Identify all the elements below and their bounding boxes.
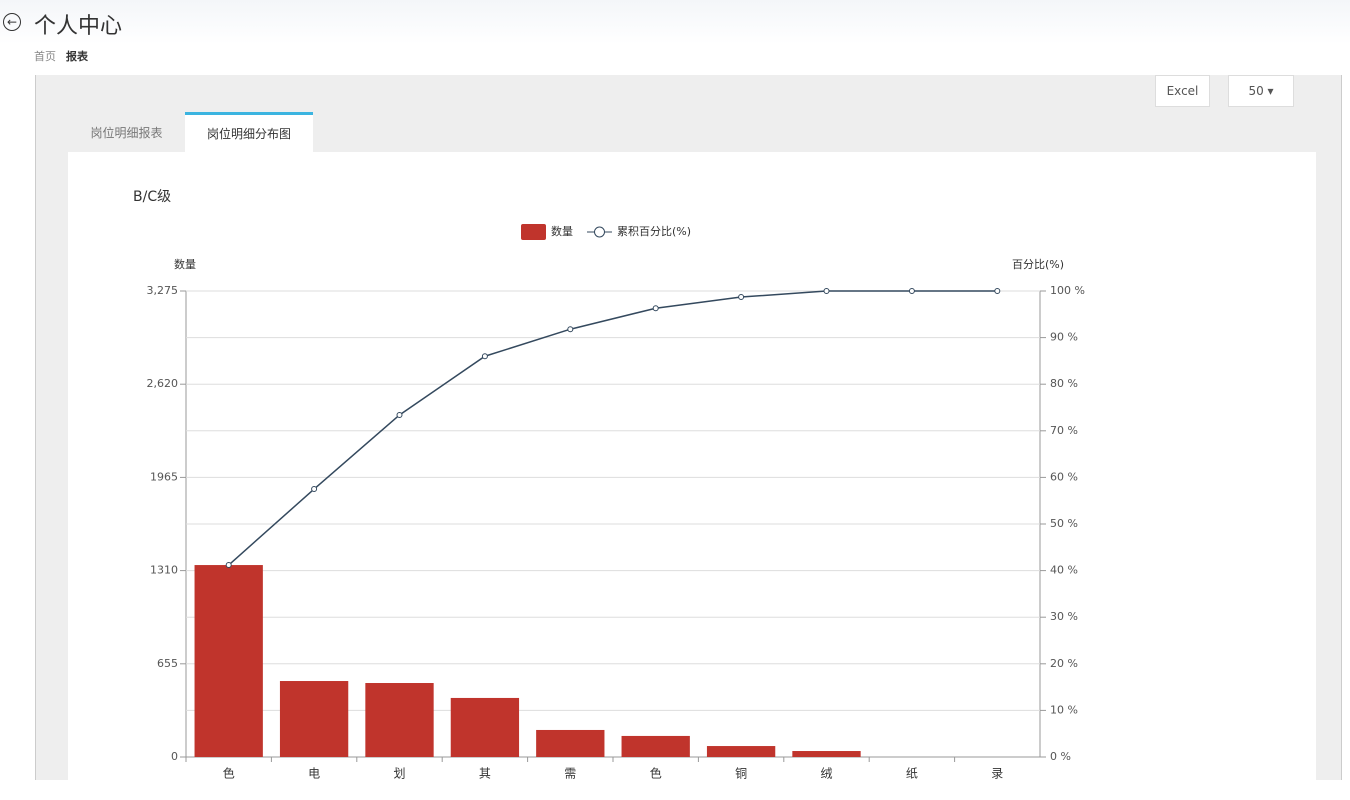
y2-tick-label: 100 % xyxy=(1050,284,1085,297)
legend-swatch xyxy=(521,224,546,240)
y2-tick-label: 20 % xyxy=(1050,657,1078,670)
y2-tick-label: 80 % xyxy=(1050,377,1078,390)
bar xyxy=(792,751,861,757)
tab-active[interactable]: 岗位明细分布图 xyxy=(185,112,313,153)
bar xyxy=(279,681,349,757)
line-marker xyxy=(567,326,574,333)
bar xyxy=(621,735,690,757)
line xyxy=(228,290,998,566)
page-size: 50 xyxy=(1248,84,1264,98)
export-button[interactable]: Excel xyxy=(1155,75,1210,107)
page-title: 个人中心 xyxy=(34,14,123,39)
y2-tick-label: 0 % xyxy=(1050,750,1071,763)
x-tick-label: 纸 xyxy=(906,767,918,781)
line-marker xyxy=(908,288,915,294)
bar xyxy=(365,683,434,757)
crumb: 报表 xyxy=(66,50,88,63)
y-tick-label: 1310 xyxy=(150,564,178,577)
tab[interactable]: 岗位明细报表 xyxy=(90,126,163,140)
x-tick-label: 铜 xyxy=(735,766,747,781)
x-tick-label: 电 xyxy=(308,767,320,781)
x-tick-label: 色 xyxy=(223,767,235,781)
crumb[interactable]: 首页 xyxy=(34,50,56,63)
y-tick-label: 1965 xyxy=(150,470,178,483)
legend-label: 累积百分比(%) xyxy=(617,225,691,238)
line-marker xyxy=(823,288,830,294)
legend-label: 数量 xyxy=(551,225,573,238)
x-tick-label: 色 xyxy=(650,767,662,781)
x-tick-label: 其 xyxy=(479,767,491,781)
chart-title: B/C级 xyxy=(133,189,171,205)
y-tick-label: 0 xyxy=(171,750,178,763)
x-tick-label: 划 xyxy=(393,767,405,781)
y2-tick-label: 50 % xyxy=(1050,517,1078,530)
line-marker xyxy=(652,305,659,312)
line-marker xyxy=(738,294,745,301)
line-marker xyxy=(225,562,232,569)
y-tick-label: 655 xyxy=(157,657,178,670)
x-tick-label: 录 xyxy=(991,767,1003,781)
y-tick-label: 3,275 xyxy=(147,284,179,297)
back-button[interactable]: ← xyxy=(3,13,21,31)
line-marker xyxy=(396,411,403,418)
bar xyxy=(194,565,263,757)
line-marker xyxy=(994,288,1001,294)
legend-swatch xyxy=(594,226,605,238)
bar xyxy=(706,746,776,757)
bar xyxy=(450,697,520,757)
x-tick-label: 需 xyxy=(564,767,576,781)
line-marker xyxy=(481,353,488,360)
y2-tick-label: 40 % xyxy=(1050,564,1078,577)
header: ← 个人中心 xyxy=(0,0,1350,44)
y2-tick-label: 10 % xyxy=(1050,703,1078,716)
y2-tick-label: 70 % xyxy=(1050,424,1078,437)
y-tick-label: 2,620 xyxy=(147,377,179,390)
page-size-select[interactable]: 50 ▾ xyxy=(1228,75,1294,107)
breadcrumb: 首页 报表 xyxy=(34,48,88,64)
y2-axis-label: 百分比(%) xyxy=(1012,258,1064,271)
chart-panel xyxy=(68,152,1316,780)
line-marker xyxy=(311,486,318,493)
y-axis-label: 数量 xyxy=(174,258,196,271)
y2-tick-label: 90 % xyxy=(1050,331,1078,344)
y2-tick-label: 30 % xyxy=(1050,610,1078,623)
bar xyxy=(536,729,605,757)
x-tick-label: 绒 xyxy=(820,767,832,781)
y2-tick-label: 60 % xyxy=(1050,470,1078,483)
